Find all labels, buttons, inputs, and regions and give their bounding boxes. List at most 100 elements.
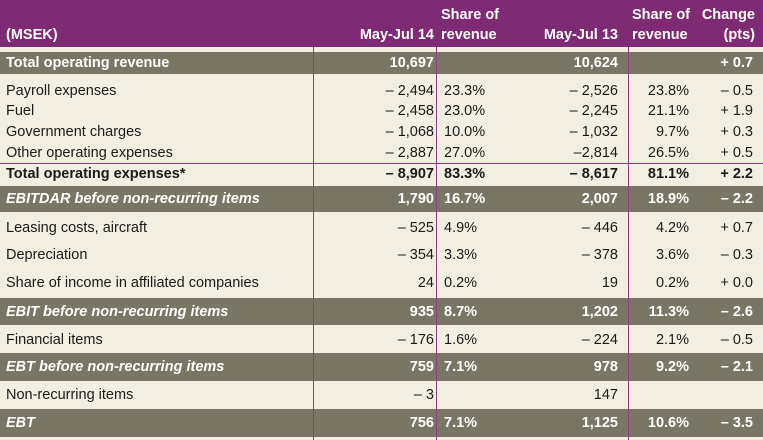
cell-may-jul-13: 978 <box>593 359 618 375</box>
cell-change: – 2.1 <box>720 359 753 375</box>
cell-may-jul-14: – 525 <box>397 219 434 236</box>
column-share-13-line2: revenue <box>632 27 688 43</box>
cell-may-jul-13: – 2,526 <box>569 82 618 99</box>
cell-share-13: 21.1% <box>647 103 689 119</box>
cell-may-jul-13: 2,007 <box>581 191 618 207</box>
column-share-13-line1: Share of <box>632 7 691 23</box>
cell-share-14: 3.3% <box>444 247 478 263</box>
column-divider <box>313 47 314 440</box>
table-header: (MSEK) May-Jul 14 Share of revenue May-J… <box>0 0 763 47</box>
cell-may-jul-14: 759 <box>409 359 434 375</box>
cell-change: + 0.5 <box>720 144 753 161</box>
cell-may-jul-14: 24 <box>417 274 434 291</box>
cell-share-14: 23.3% <box>444 82 486 99</box>
row-label: Depreciation <box>6 247 88 263</box>
table-row: Non-recurring items – 3 147 <box>0 382 763 408</box>
cell-share-14: 7.1% <box>444 415 478 431</box>
cell-may-jul-13: 10,624 <box>573 55 618 71</box>
cell-may-jul-13: – 378 <box>581 247 618 263</box>
table-row: EBT 756 7.1% 1,125 10.6% – 3.5 <box>0 409 763 437</box>
table-row: Financial items – 176 1.6% – 224 2.1% – 0.5 <box>0 326 763 353</box>
cell-may-jul-14: – 1,068 <box>385 123 434 140</box>
cell-share-13: 0.2% <box>655 274 689 291</box>
table-row: Other operating expenses – 2,887 27.0% –2,8… <box>0 142 763 163</box>
cell-share-13: 18.9% <box>647 191 689 207</box>
row-label: EBT <box>6 415 35 431</box>
cell-change: + 0.3 <box>720 123 753 140</box>
total-rule <box>0 163 763 164</box>
cell-share-14: 0.2% <box>444 274 478 291</box>
row-label: Non-recurring items <box>6 387 134 403</box>
cell-share-14: 8.7% <box>444 303 478 320</box>
row-label: EBIT before non-recurring items <box>6 303 229 320</box>
row-label: Payroll expenses <box>6 82 117 99</box>
cell-change: + 0.7 <box>720 219 753 236</box>
column-may-jul-14: May-Jul 14 <box>359 27 434 43</box>
cell-change: – 0.3 <box>720 247 753 263</box>
column-may-jul-13: May-Jul 13 <box>543 27 618 43</box>
cell-may-jul-13: – 8,617 <box>569 165 618 182</box>
cell-may-jul-14: 1,790 <box>397 191 434 207</box>
cell-change: + 1.9 <box>720 103 753 119</box>
table-row: Leasing costs, aircraft – 525 4.9% – 446 4.2… <box>0 214 763 241</box>
cell-share-13: 23.8% <box>647 82 689 99</box>
row-label: EBT before non-recurring items <box>6 359 225 375</box>
row-label: Share of income in affiliated companies <box>6 274 259 291</box>
cell-may-jul-14: – 354 <box>397 247 434 263</box>
cell-change: – 0.5 <box>720 331 753 348</box>
table-row: Fuel – 2,458 23.0% – 2,245 21.1% + 1.9 <box>0 101 763 121</box>
row-label: EBITDAR before non-recurring items <box>6 191 260 207</box>
table-row: Total operating expenses* – 8,907 83.3% – 8… <box>0 163 763 184</box>
cell-may-jul-14: – 3 <box>413 387 434 403</box>
cell-share-14: 10.0% <box>444 123 486 140</box>
cell-change: – 2.2 <box>720 191 753 207</box>
cell-may-jul-13: – 2,245 <box>569 103 618 119</box>
cell-share-13: 9.2% <box>655 359 689 375</box>
column-share-14-line1: Share of <box>441 7 500 23</box>
cell-may-jul-13: – 1,032 <box>569 123 618 140</box>
row-label: Total operating revenue <box>6 55 170 71</box>
cell-share-14: 16.7% <box>444 191 486 207</box>
row-label: Fuel <box>6 103 35 119</box>
cell-change: – 3.5 <box>720 415 753 431</box>
column-change-line2: (pts) <box>723 27 755 43</box>
cell-share-14: 4.9% <box>444 219 478 236</box>
cell-share-13: 81.1% <box>647 165 689 182</box>
cell-share-13: 26.5% <box>647 144 689 161</box>
cell-may-jul-13: 1,125 <box>581 415 618 431</box>
cell-may-jul-14: – 2,458 <box>385 103 434 119</box>
cell-change: + 0.0 <box>720 274 753 291</box>
cell-may-jul-14: 756 <box>409 415 434 431</box>
cell-share-14: 27.0% <box>444 144 486 161</box>
cell-may-jul-13: 19 <box>601 274 618 291</box>
cell-share-13: 10.6% <box>647 415 689 431</box>
column-divider <box>628 47 629 440</box>
table-row: EBT before non-recurring items 759 7.1% 978… <box>0 353 763 381</box>
cell-change: + 0.7 <box>720 55 753 71</box>
cell-share-13: 11.3% <box>648 303 689 320</box>
cell-share-14: 1.6% <box>444 331 478 348</box>
row-label: Government charges <box>6 123 142 140</box>
column-divider <box>436 47 437 440</box>
cell-may-jul-14: – 2,887 <box>385 144 434 161</box>
row-label: Leasing costs, aircraft <box>6 219 148 236</box>
column-change-line1: Change <box>701 7 755 23</box>
unit-label: (MSEK) <box>6 27 58 43</box>
cell-share-14: 23.0% <box>444 103 486 119</box>
cell-may-jul-13: – 224 <box>581 331 618 348</box>
cell-may-jul-14: 10,697 <box>389 55 434 71</box>
table-row: Payroll expenses – 2,494 23.3% – 2,526 23.8%… <box>0 80 763 101</box>
cell-may-jul-13: 147 <box>593 387 618 403</box>
row-label: Financial items <box>6 331 103 348</box>
cell-may-jul-14: – 2,494 <box>385 82 434 99</box>
cell-change: – 0.5 <box>720 82 753 99</box>
table-row: Total operating revenue 10,697 10,624 + 0.7 <box>0 52 763 74</box>
table-row: Government charges – 1,068 10.0% – 1,032 9.7… <box>0 121 763 142</box>
cell-may-jul-13: – 446 <box>581 219 618 236</box>
row-label: Other operating expenses <box>6 144 173 161</box>
table-row: EBITDAR before non-recurring items 1,790 1… <box>0 186 763 212</box>
table-row: Share of income in affiliated companies 2… <box>0 269 763 296</box>
cell-share-13: 4.2% <box>655 219 689 236</box>
cell-may-jul-13: 1,202 <box>581 303 618 320</box>
